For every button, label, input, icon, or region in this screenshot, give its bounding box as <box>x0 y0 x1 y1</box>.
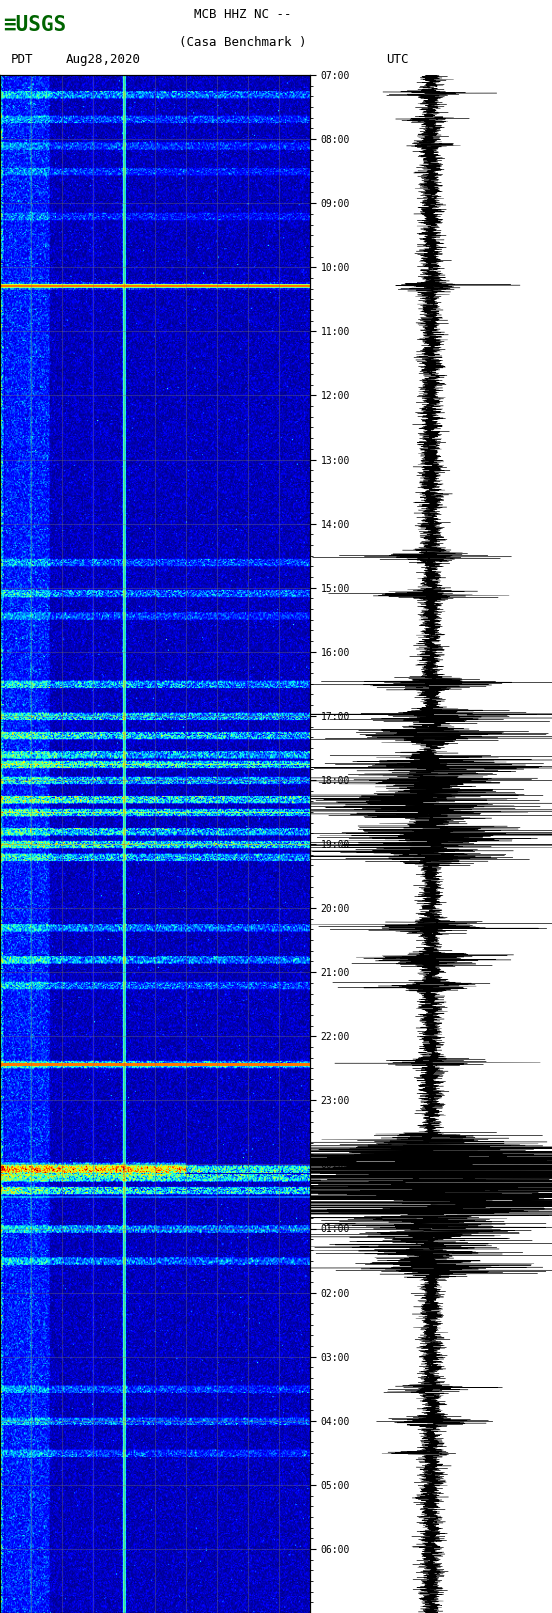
Text: ≡USGS: ≡USGS <box>3 15 66 35</box>
Text: UTC: UTC <box>386 53 409 66</box>
Text: Aug28,2020: Aug28,2020 <box>66 53 141 66</box>
Text: MCB HHZ NC --: MCB HHZ NC -- <box>194 8 291 21</box>
Text: (Casa Benchmark ): (Casa Benchmark ) <box>179 35 306 48</box>
Text: PDT: PDT <box>11 53 34 66</box>
